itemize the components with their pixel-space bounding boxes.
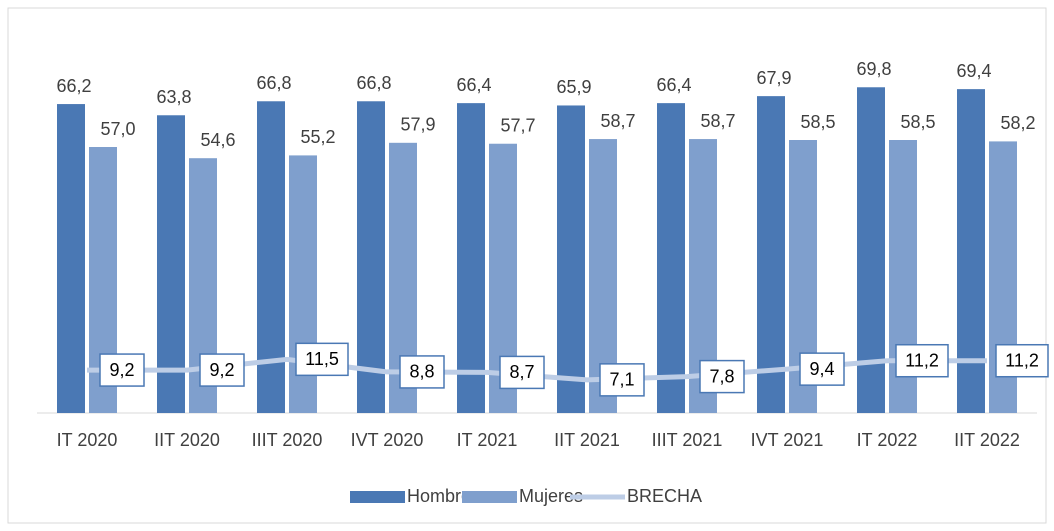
data-label: 54,6: [200, 130, 235, 150]
data-label: 69,8: [856, 59, 891, 79]
data-label: 9,2: [209, 360, 234, 380]
bar: [657, 103, 685, 413]
data-label: 66,4: [656, 75, 691, 95]
data-label: 11,2: [905, 350, 939, 370]
legend-swatch: [462, 491, 517, 503]
x-tick-label: IIT 2021: [554, 430, 620, 450]
data-label-box: [599, 363, 645, 397]
data-label-box: [895, 343, 949, 378]
data-label: 65,9: [556, 77, 591, 97]
data-label: 57,9: [400, 115, 435, 135]
data-label: 58,5: [900, 112, 935, 132]
data-label: 66,2: [56, 76, 91, 96]
data-label: 69,4: [956, 61, 991, 81]
data-label: 67,9: [756, 68, 791, 88]
x-tick-label: IVT 2021: [751, 430, 824, 450]
data-label: 57,7: [500, 115, 535, 135]
legend-label: Mujeres: [519, 486, 583, 506]
x-tick-label: IT 2022: [857, 430, 918, 450]
data-label: 58,7: [700, 111, 735, 131]
data-label: 11,5: [305, 349, 339, 369]
data-label-box: [295, 342, 349, 377]
data-label: 9,2: [109, 360, 134, 380]
bar: [357, 101, 385, 414]
bar: [757, 96, 785, 413]
data-label: 63,8: [156, 87, 191, 107]
data-label-box: [99, 353, 145, 387]
bar: [157, 115, 185, 414]
data-label-box: [399, 355, 445, 389]
data-label: 7,1: [609, 370, 634, 390]
data-label-box: [199, 353, 245, 387]
bar: [957, 89, 985, 413]
legend-swatch: [350, 491, 405, 503]
data-label: 66,4: [456, 75, 491, 95]
data-label: 55,2: [300, 127, 335, 147]
x-tick-label: IIIT 2020: [252, 430, 323, 450]
legend-label: BRECHA: [627, 486, 702, 506]
bar: [57, 104, 85, 414]
data-label: 8,7: [509, 362, 534, 382]
data-label: 58,5: [800, 112, 835, 132]
x-tick-label: IT 2020: [57, 430, 118, 450]
x-tick-label: IVT 2020: [351, 430, 424, 450]
bar: [257, 101, 285, 414]
x-tick-label: IIT 2020: [154, 430, 220, 450]
data-label-box: [799, 352, 845, 386]
x-tick-label: IIIT 2021: [652, 430, 723, 450]
data-label: 66,8: [356, 73, 391, 93]
data-label: 66,8: [256, 73, 291, 93]
data-label-box: [499, 355, 545, 390]
data-label: 8,8: [409, 362, 434, 382]
data-label-box: [995, 343, 1049, 378]
x-tick-label: IIT 2022: [954, 430, 1020, 450]
bar: [857, 87, 885, 414]
data-label: 7,8: [709, 366, 734, 386]
x-tick-label: IT 2021: [457, 430, 518, 450]
legend-label: Hombres: [407, 486, 480, 506]
data-label: 57,0: [100, 119, 135, 139]
data-label-box: [699, 359, 745, 394]
data-label: 58,2: [1000, 113, 1035, 133]
data-label: 11,2: [1005, 350, 1039, 370]
data-label: 58,7: [600, 111, 635, 131]
bar: [457, 103, 485, 413]
data-label: 9,4: [809, 359, 834, 379]
bar: [557, 105, 585, 413]
